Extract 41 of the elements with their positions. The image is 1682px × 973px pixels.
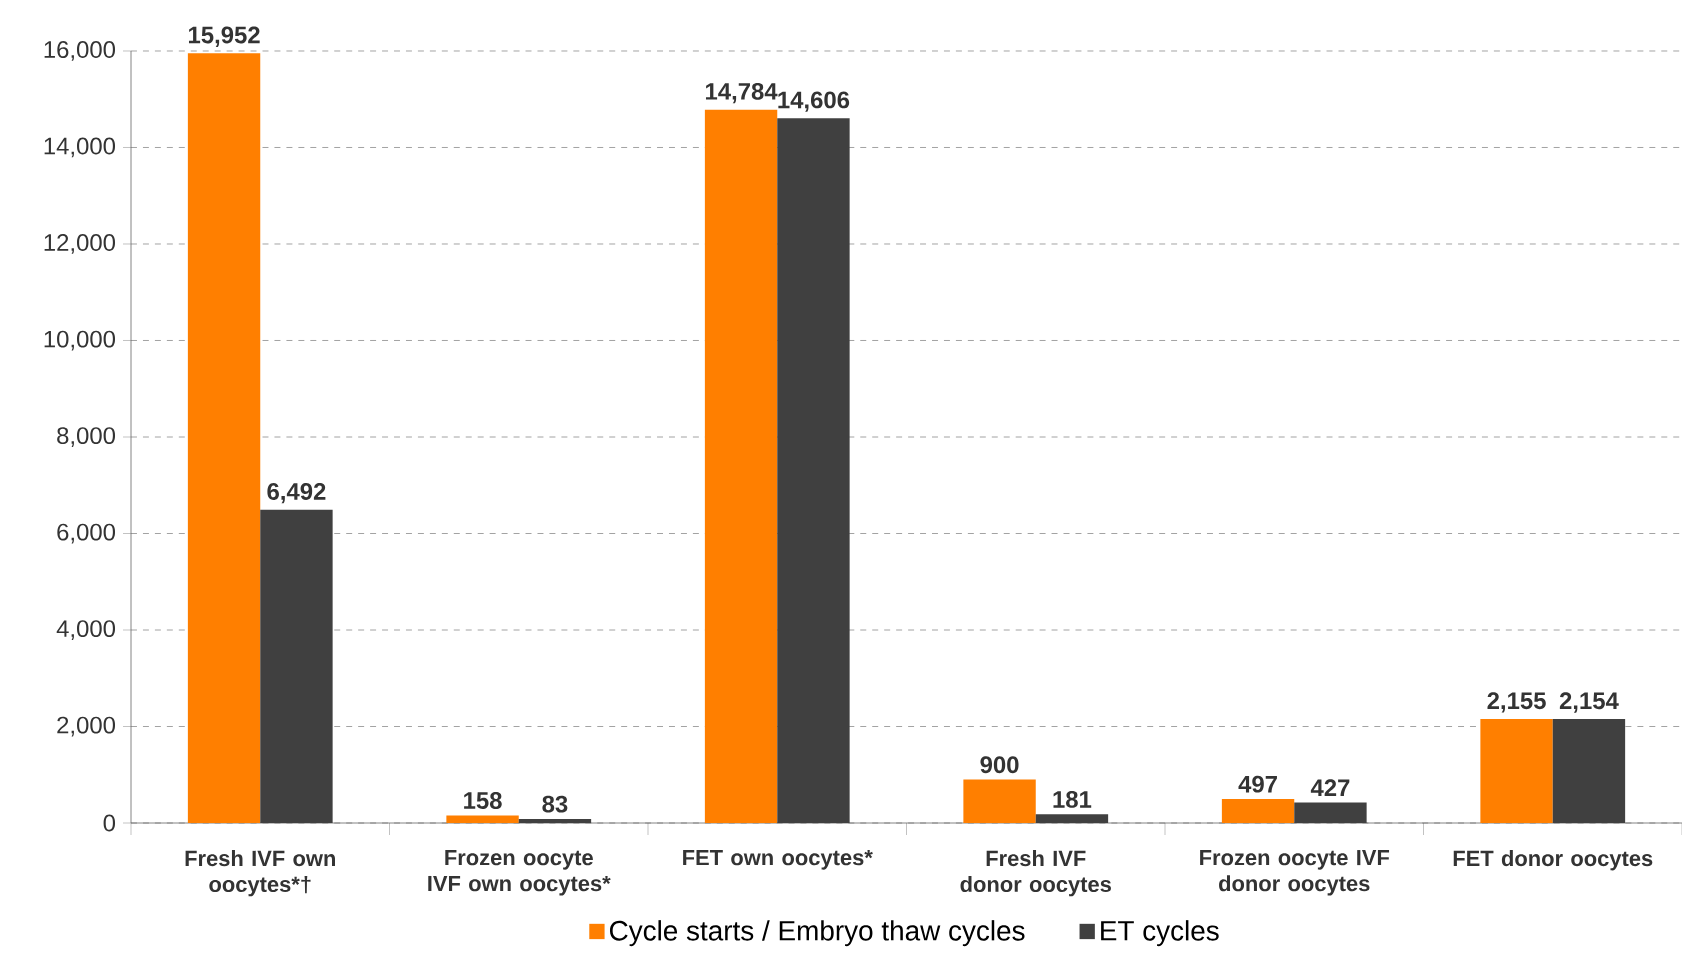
bar xyxy=(1035,814,1109,823)
legend-label: Cycle starts / Embryo thaw cycles xyxy=(609,920,1025,947)
bar xyxy=(963,779,1036,823)
data-label: 427 xyxy=(1310,779,1350,796)
y-tick-label: 14,000 xyxy=(44,137,116,158)
y-tick-label: 4,000 xyxy=(56,620,116,640)
y-tick-label: 6,000 xyxy=(57,523,116,544)
bar xyxy=(187,53,261,823)
x-tick-label: Frozen oocyte IVF donor oocytes xyxy=(1200,850,1390,896)
data-label: 181 xyxy=(1053,790,1092,808)
bar xyxy=(704,109,778,823)
bar xyxy=(1221,799,1295,823)
x-tick-label: Fresh IVF donor oocytes xyxy=(960,850,1111,897)
x-tick-label: FET donor oocytes xyxy=(1453,850,1653,871)
y-tick-label: 2,000 xyxy=(57,716,116,737)
data-label: 6,492 xyxy=(267,482,326,504)
bar xyxy=(518,818,592,823)
data-label: 2,155 xyxy=(1487,692,1546,713)
data-label: 14,784 xyxy=(705,82,778,104)
y-tick-label: 0 xyxy=(103,814,116,832)
data-label: 2,154 xyxy=(1559,692,1619,713)
data-label: 15,952 xyxy=(188,26,260,47)
bar xyxy=(1480,719,1553,823)
bar xyxy=(777,118,850,823)
bar xyxy=(1294,802,1367,823)
bar xyxy=(260,509,333,823)
data-label: 497 xyxy=(1238,775,1277,793)
x-tick-label: FET own oocytes* xyxy=(683,850,873,870)
x-tick-label: Fresh IVF own oocytes*† xyxy=(185,850,335,897)
y-tick-label: 12,000 xyxy=(44,234,116,254)
bar xyxy=(446,815,519,823)
data-label: 158 xyxy=(464,792,502,809)
bar xyxy=(1552,719,1626,823)
y-tick-label: 10,000 xyxy=(44,330,116,351)
legend-label: ET cycles xyxy=(1101,920,1219,947)
data-label: 14,606 xyxy=(778,91,850,112)
data-label: 83 xyxy=(542,795,568,813)
data-label: 900 xyxy=(980,756,1019,774)
x-tick-label: Frozen oocyte IVF own oocytes* xyxy=(428,850,611,896)
y-tick-label: 16,000 xyxy=(44,41,116,61)
y-tick-label: 8,000 xyxy=(57,427,116,447)
